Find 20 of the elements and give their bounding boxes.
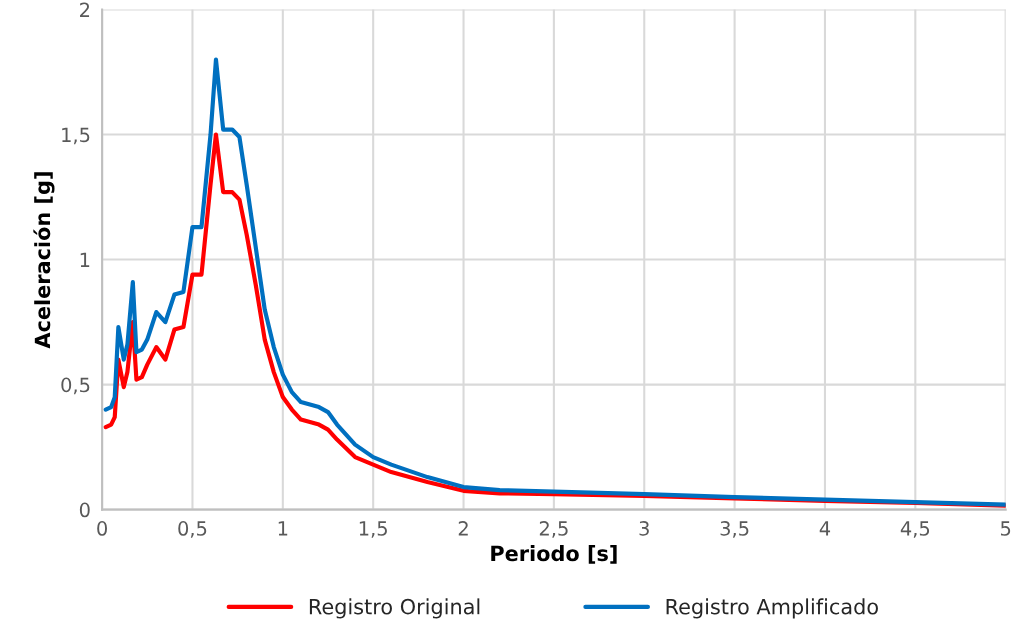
x-tick-label: 2: [458, 521, 468, 536]
y-tick-label: 2: [80, 2, 90, 17]
y-tick-label: 0,5: [61, 377, 90, 395]
x-tick-label: 4: [819, 521, 831, 536]
x-tick-label: 5: [1001, 521, 1011, 536]
x-tick-label: 4,5: [900, 521, 930, 538]
legend-label: Registro Original: [309, 598, 480, 619]
x-axis-title: Periodo [s]: [491, 545, 617, 564]
x-tick-label: 3,5: [720, 521, 749, 538]
x-tick-label: 2,5: [539, 521, 568, 538]
x-tick-label: 0: [97, 521, 107, 536]
x-tick-label: 1,5: [359, 521, 387, 538]
y-tick-label: 1: [80, 252, 90, 267]
y-axis-title: Aceleración [g]: [33, 172, 55, 349]
x-tick-label: 0,5: [178, 521, 207, 538]
y-tick-label: 0: [79, 502, 90, 518]
x-tick-label: 3: [639, 521, 649, 536]
legend-label: Registro Amplificado: [666, 598, 878, 619]
x-tick-label: 1: [278, 521, 288, 536]
y-tick-label: 1,5: [62, 127, 90, 145]
